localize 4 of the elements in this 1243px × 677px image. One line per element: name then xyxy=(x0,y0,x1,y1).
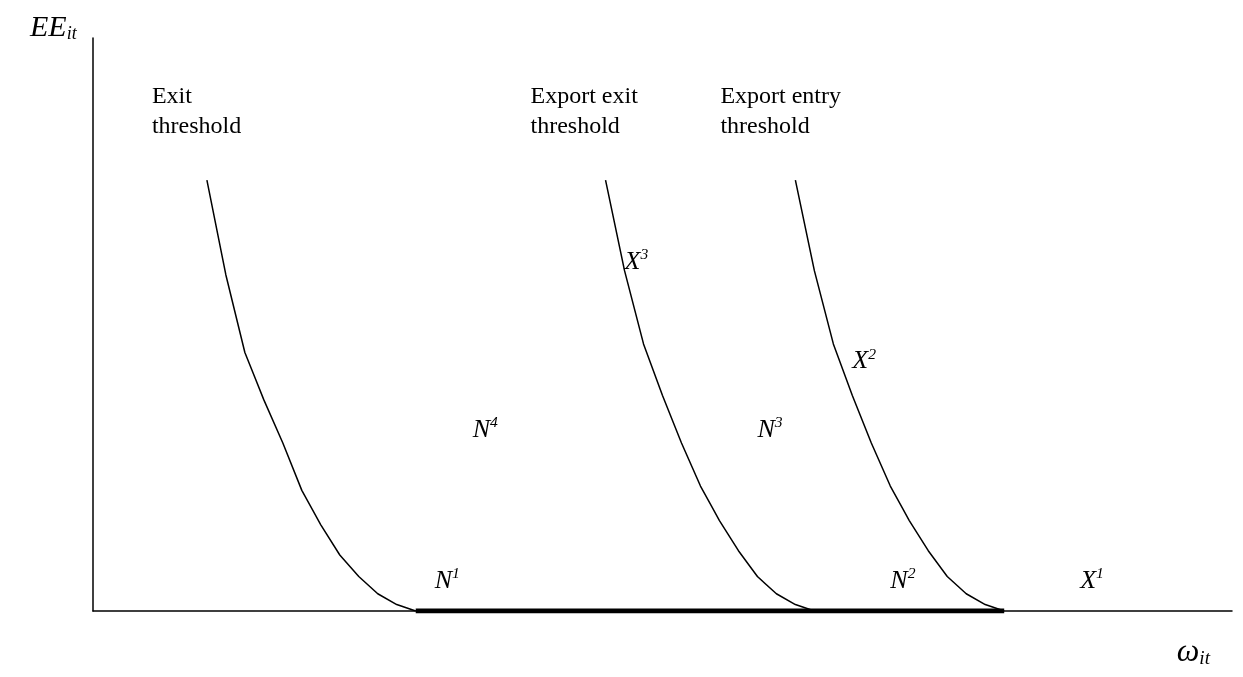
x-axis-title: ωit xyxy=(1176,631,1211,668)
text: Exit threshold xyxy=(151,82,242,139)
text: Export exit threshold xyxy=(530,82,644,139)
text: Export entry threshold xyxy=(720,82,848,139)
